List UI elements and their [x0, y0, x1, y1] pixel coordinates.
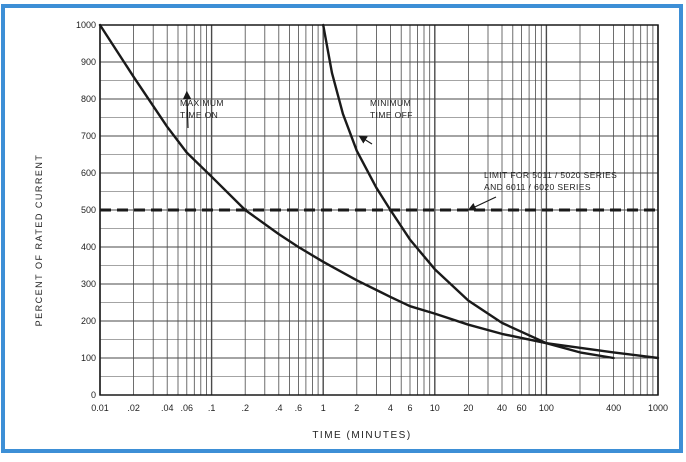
x-axis-label: TIME (MINUTES) [312, 430, 411, 441]
y-tick-label: 700 [81, 131, 96, 141]
x-tick-label: .2 [241, 403, 249, 413]
series-layer [98, 23, 660, 360]
x-tick-label: 1 [321, 403, 326, 413]
x-tick-label: 6 [407, 403, 412, 413]
annotation-limit-leader [467, 196, 497, 211]
y-tick-label: 1000 [76, 20, 96, 30]
x-tick-label: .1 [208, 403, 216, 413]
x-tick-label: .02 [127, 403, 140, 413]
annotation-limit-line-2: AND 6011 / 6020 SERIES [484, 182, 591, 192]
x-tick-label: 20 [463, 403, 473, 413]
x-tick-label: 0.01 [91, 403, 109, 413]
y-tick-label: 100 [81, 353, 96, 363]
y-tick-label: 0 [91, 390, 96, 400]
annotation-min-off-line-2: TIME OFF [370, 110, 413, 120]
y-tick-label: 400 [81, 242, 96, 252]
x-tick-label: 1000 [648, 403, 668, 413]
y-tick-labels: 0 100 200 300 400 500 600 700 800 900 1000 [76, 20, 96, 400]
x-tick-label: 400 [606, 403, 621, 413]
annotation-min-off-line-1: MINIMUM [370, 98, 411, 108]
x-tick-label: 40 [497, 403, 507, 413]
x-tick-label: 4 [388, 403, 393, 413]
y-tick-label: 500 [81, 205, 96, 215]
y-tick-label: 200 [81, 316, 96, 326]
annotation-max-on-line-1: MAXIMUM [180, 98, 224, 108]
annotation-limit-line-1: LIMIT FOR 5011 / 5020 SERIES [484, 170, 617, 180]
y-tick-label: 800 [81, 94, 96, 104]
y-tick-label: 300 [81, 279, 96, 289]
annotation-min-off-leader [358, 135, 373, 145]
curve-minimum-time-off [322, 23, 615, 360]
x-tick-label: .4 [275, 403, 283, 413]
annotation-max-on-line-2: TIME ON [180, 110, 218, 120]
curve-maximum-time-on [98, 23, 660, 360]
x-tick-label: .06 [181, 403, 194, 413]
x-tick-label: 2 [354, 403, 359, 413]
x-tick-labels: 0.01 .02 .04 .06 .1 .2 .4 .6 1 2 4 6 10 20 40 60 100 400 1… [91, 403, 668, 413]
y-tick-label: 600 [81, 168, 96, 178]
x-tick-label: .6 [295, 403, 303, 413]
frame-border [1, 4, 683, 453]
annotation-max-on-leader [182, 90, 192, 129]
x-tick-label: 100 [539, 403, 554, 413]
y-axis-label: PERCENT OF RATED CURRENT [34, 154, 44, 327]
x-tick-label: .04 [161, 403, 174, 413]
x-tick-label: 60 [517, 403, 527, 413]
x-tick-label: 10 [430, 403, 440, 413]
annotation-layer: MAXIMUM TIME ON MINIMUM TIME OFF LIMIT FOR 5… [180, 90, 617, 211]
y-tick-label: 900 [81, 57, 96, 67]
